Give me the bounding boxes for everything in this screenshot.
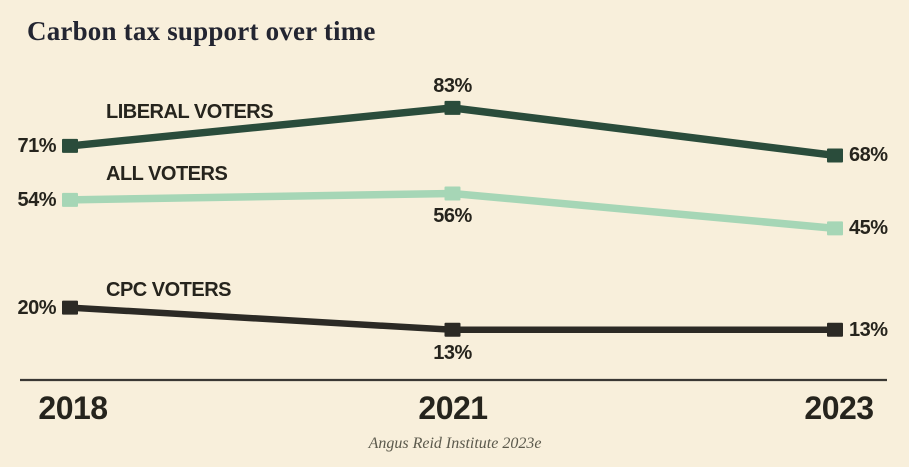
data-point-marker	[62, 300, 78, 315]
value-label: 13%	[433, 341, 472, 364]
x-axis-label-2021: 2021	[418, 390, 488, 426]
series-label-liberal-voters: LIBERAL VOTERS	[106, 100, 274, 123]
data-point-marker	[62, 192, 78, 207]
value-label: 54%	[17, 188, 56, 211]
data-point-marker	[444, 322, 461, 337]
series-label-all-voters: ALL VOTERS	[106, 162, 228, 185]
value-label: 45%	[849, 217, 888, 240]
value-label: 71%	[17, 134, 56, 157]
series-label-cpc-voters: CPC VOTERS	[106, 278, 232, 301]
data-point-marker	[62, 138, 78, 153]
x-axis-label-2023: 2023	[804, 390, 874, 426]
data-point-marker	[444, 186, 461, 201]
x-axis-label-2018: 2018	[38, 390, 108, 426]
data-point-marker	[444, 100, 461, 115]
data-point-marker	[827, 148, 843, 163]
value-label: 13%	[849, 318, 888, 341]
data-point-marker	[827, 322, 843, 337]
value-label: 68%	[849, 144, 888, 167]
value-label: 20%	[17, 296, 56, 319]
chart-title: Carbon tax support over time	[27, 16, 376, 46]
source-caption: Angus Reid Institute 2023e	[368, 435, 542, 452]
value-label: 56%	[433, 205, 472, 228]
value-label: 83%	[433, 74, 472, 97]
data-point-marker	[827, 221, 843, 236]
